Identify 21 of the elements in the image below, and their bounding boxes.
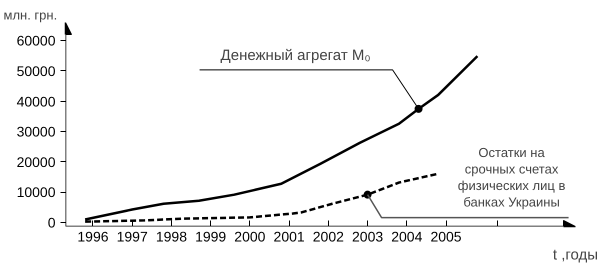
x-axis-title: t ,годы	[552, 246, 598, 264]
y-tick-label: 0	[48, 214, 56, 231]
x-tick-label: 2002	[312, 228, 344, 244]
x-tick-label: 1998	[156, 228, 188, 244]
x-tick-label: 2001	[274, 228, 305, 244]
annotation: Денежный агрегат M₀	[220, 46, 371, 64]
y-tick-label: 30000	[16, 124, 56, 140]
y-tick-label: 20000	[16, 154, 56, 170]
x-tick-label: 1997	[116, 228, 148, 244]
annotation: Остатки на срочных счетах физических лиц в банках Украины	[458, 145, 566, 210]
x-tick-label: 1996	[77, 228, 109, 244]
x-tick-label: 2000	[234, 228, 266, 244]
x-tick-label: 2004	[391, 228, 423, 244]
x-tick-label: 1999	[195, 228, 226, 244]
y-tick-label: 40000	[16, 93, 56, 110]
y-tick-label: 60000	[16, 32, 56, 49]
y-tick-label: 10000	[16, 184, 56, 200]
x-tick-label: 2003	[352, 228, 384, 244]
x-tick-label: 2005	[430, 228, 462, 244]
y-tick-label: 50000	[16, 63, 56, 79]
y-axis-title: млн. грн.	[4, 8, 58, 22]
